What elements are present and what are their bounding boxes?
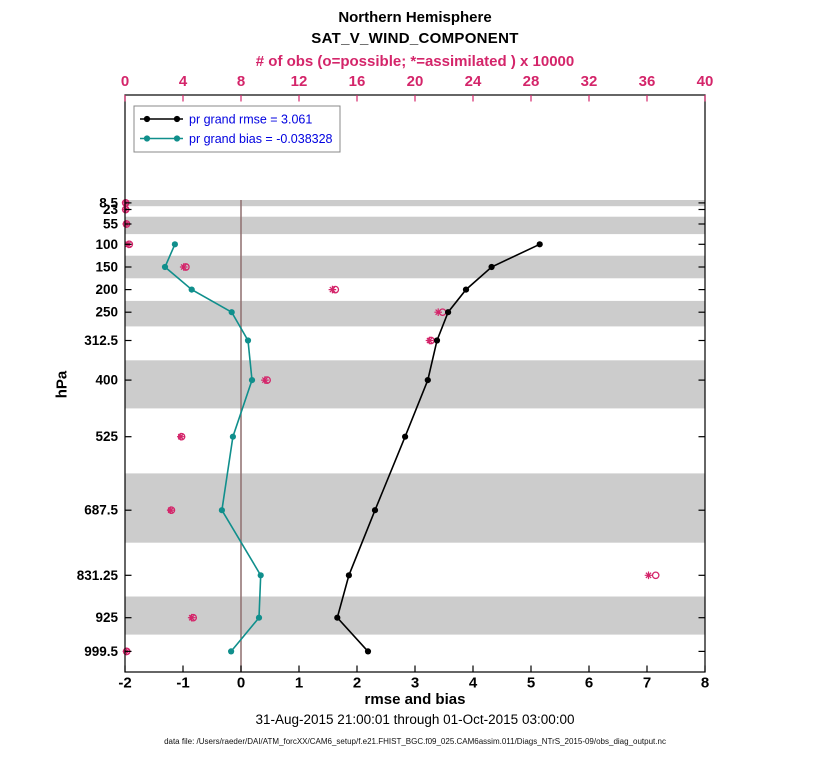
bias-point: [161, 263, 169, 271]
top-tick-label: 24: [465, 73, 482, 90]
legend-bias-label: pr grand bias = -0.038328: [189, 132, 333, 146]
legend: pr grand rmse = 3.061 pr grand bias = -0…: [133, 105, 341, 153]
gray-band: [125, 216, 705, 235]
plot-layer: -2 -1 0 1 2 3 4 5 6 7 80 4 8 12 16 20 24 28 32 36 408.523551…: [77, 73, 714, 692]
x-tick-label: 4: [469, 675, 478, 692]
obs-assimilated-marker: [328, 285, 337, 294]
obs-assimilated-marker: [166, 506, 175, 514]
y-tick-label: 250: [95, 305, 118, 320]
top-tick-label: 32: [581, 73, 598, 90]
y-tick-label: 23: [103, 202, 119, 217]
y-tick-label: 831.25: [77, 568, 119, 583]
legend-rmse-entry: pr grand rmse = 3.061: [140, 113, 312, 127]
y-tick-label: 687.5: [84, 503, 118, 518]
rmse-point: [402, 433, 409, 440]
top-tick-label: 20: [407, 73, 424, 90]
bias-point: [218, 507, 225, 514]
top-tick-label: 36: [639, 73, 656, 90]
x-tick-label: 1: [295, 675, 303, 692]
x-tick-label: 5: [527, 675, 535, 692]
timespan-label: 31-Aug-2015 21:00:01 through 01-Oct-2015…: [255, 712, 575, 727]
obs-assimilated-marker: [177, 432, 185, 441]
rmse-point: [536, 241, 543, 248]
bottom-axis-label: rmse and bias: [364, 691, 466, 708]
bias-point: [244, 337, 252, 344]
rmse-point: [345, 572, 352, 579]
legend-rmse-marker: [173, 115, 181, 123]
rmse-point: [371, 507, 379, 514]
top-tick-label: 12: [291, 73, 308, 90]
legend-rmse-marker: [143, 115, 151, 123]
legend-rmse-label: pr grand rmse = 3.061: [189, 113, 312, 127]
datafile-label: data file: /Users/raeder/DAI/ATM_forcXX/…: [164, 737, 666, 746]
legend-box: [133, 105, 341, 153]
gray-band: [125, 360, 705, 409]
y-tick-label: 55: [103, 217, 119, 232]
bias-point: [188, 286, 195, 293]
obs-assimilated-marker: [644, 571, 653, 580]
gray-band: [125, 255, 705, 279]
top-axis-label: # of obs (o=possible; *=assimilated ) x …: [255, 53, 575, 70]
bias-point: [255, 614, 263, 621]
y-tick-label: 150: [95, 260, 118, 275]
y-tick-label: 925: [95, 610, 118, 625]
obs-assimilated-marker: [425, 336, 434, 345]
rmse-point: [462, 286, 470, 293]
rmse-point: [433, 337, 441, 344]
y-tick-label: 100: [95, 237, 118, 252]
top-tick-label: 40: [697, 73, 714, 90]
legend-bias-marker: [173, 135, 181, 142]
top-tick-label: 16: [349, 73, 366, 90]
gray-band: [125, 200, 705, 207]
rmse-point: [364, 648, 372, 655]
gray-band: [125, 596, 705, 635]
x-tick-label: 8: [701, 675, 709, 692]
rmse-point: [488, 263, 495, 271]
rmse-point: [424, 377, 431, 384]
y-tick-label: 525: [95, 429, 118, 444]
gray-band: [125, 300, 705, 327]
rmse-point: [445, 309, 452, 316]
y-tick-label: 999.5: [84, 644, 118, 659]
obs-assimilated-marker: [261, 376, 269, 384]
obs-assimilated-marker: [434, 308, 442, 316]
y-tick-label: 400: [95, 373, 118, 388]
x-tick-label: -2: [118, 675, 131, 692]
top-tick-label: 0: [121, 73, 129, 90]
bias-point: [228, 648, 235, 655]
top-tick-label: 8: [237, 73, 245, 90]
bias-point: [229, 433, 236, 440]
y-tick-label: 312.5: [84, 333, 118, 348]
x-tick-label: 7: [643, 675, 651, 692]
bias-point: [257, 572, 264, 579]
y-tick-label: 8.5: [99, 195, 118, 210]
obs-possible-marker: [651, 571, 660, 580]
rmse-point: [334, 614, 341, 621]
bias-point: [248, 377, 256, 384]
legend-bias-marker: [143, 135, 151, 142]
y-axis-label: hPa: [53, 370, 71, 399]
obs-assimilated-marker: [179, 263, 188, 271]
gray-band: [125, 473, 705, 543]
bias-point: [171, 241, 178, 248]
title-variable: SAT_V_WIND_COMPONENT: [311, 30, 519, 47]
bias-point: [228, 309, 235, 316]
x-tick-label: 2: [353, 675, 361, 692]
legend-bias-entry: pr grand bias = -0.038328: [140, 132, 333, 146]
x-tick-label: 6: [585, 675, 593, 692]
top-tick-label: 28: [523, 73, 540, 90]
top-tick-label: 4: [179, 73, 188, 90]
y-tick-label: 200: [95, 282, 118, 297]
obs-assimilated-marker: [187, 613, 196, 622]
x-tick-label: -1: [176, 675, 189, 692]
x-tick-label: 0: [237, 675, 245, 692]
x-tick-label: 3: [411, 675, 419, 692]
title-hemisphere: Northern Hemisphere: [338, 9, 492, 26]
